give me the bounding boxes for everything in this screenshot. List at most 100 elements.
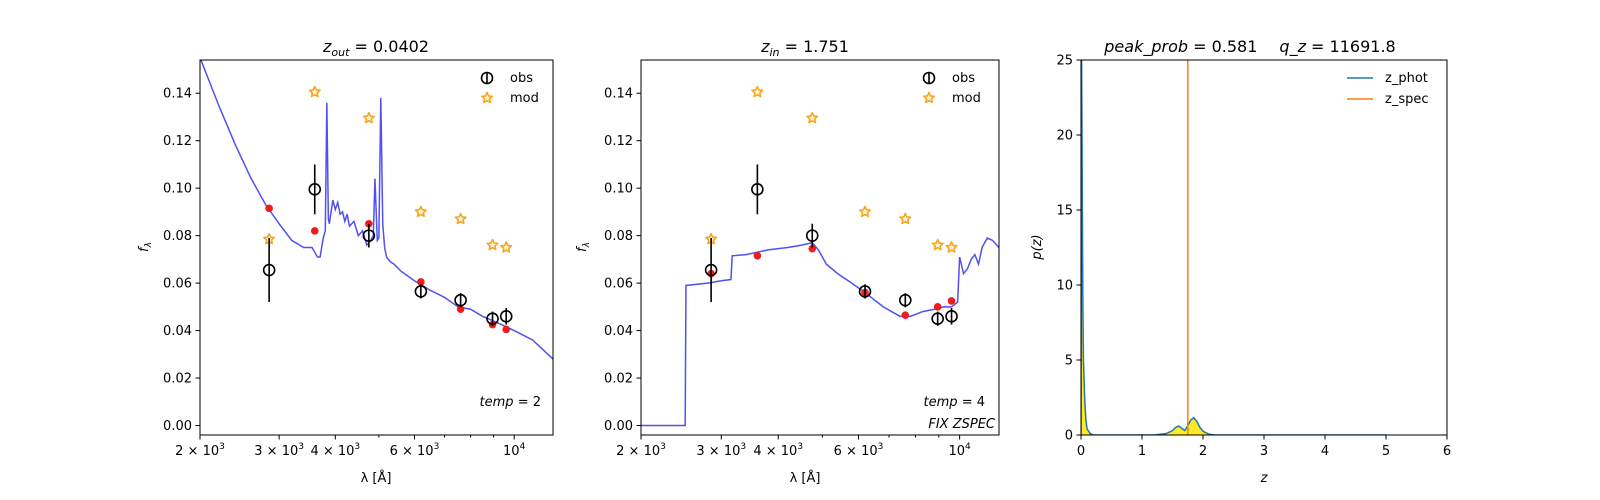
legend-obs-marker [922,71,936,85]
x-tick-label: 2 × 103 [616,442,666,459]
x-tick-label: 104 [503,442,526,459]
y-tick-label: 0.04 [163,324,192,339]
y-tick-label: 5 [1065,354,1073,369]
model-flux-point [753,252,762,260]
mod-point [858,205,872,218]
legend-obs-label: obs [510,71,533,86]
obs-point [945,308,958,325]
panel-1-legend: obs mod [480,71,539,106]
y-tick-label: 0.10 [163,182,192,197]
model-flux-point [808,244,817,253]
x-tick-label: 2 × 103 [175,442,225,459]
legend-mod-label: mod [952,91,981,106]
panel-2-axes-frame [640,59,1000,436]
panel-2: zin = 1.751 2 × 103 3 × 103 4 × 103 6 × 103… [575,37,1000,486]
mod-point [486,238,499,251]
mod-point [899,212,912,225]
panel-3: peak_prob = 0.581 q_z = 11691.8 0 1 2 3 4 5 6 0… [1030,37,1451,486]
x-tick-label: 3 × 103 [254,442,304,459]
mod-point [806,111,819,124]
y-tick-label: 0.08 [163,229,192,244]
mod-point [751,85,764,98]
y-tick-label: 0.12 [163,134,192,149]
panel-2-annotation: temp = 4 [924,395,985,410]
x-tick-label: 0 [1077,444,1085,459]
mod-point [931,238,944,251]
legend-mod-marker [480,91,494,104]
series-layer [200,60,553,360]
z-phot-line [1081,60,1386,435]
legend-mod-symbol [922,91,936,104]
obs-point [262,238,276,303]
legend-obs-symbol [480,71,494,85]
obs-point [362,223,376,248]
legend-obs-label: obs [952,71,975,86]
model-flux-point [265,204,273,213]
x-tick-label: 4 × 103 [310,442,360,459]
model-flux-point [456,305,465,314]
legend-obs-marker [480,71,494,85]
y-tick-label: 15 [1056,204,1073,219]
y-tick-label: 0.10 [604,182,633,197]
x-tick-label: 104 [948,442,971,459]
legend-obs-symbol [922,71,936,85]
obs-point [414,284,428,299]
panel-3-plot-area [1081,60,1386,435]
y-tick-label: 0 [1065,429,1073,444]
panel-3-y-label: p(z) [1030,234,1045,260]
series-layer [641,237,999,427]
panel-2-x-label: λ [Å] [790,470,821,486]
pdf-fill-area [1081,60,1386,435]
y-tick-label: 25 [1056,54,1073,69]
y-tick-label: 20 [1056,129,1073,144]
x-tick-label: 1 [1138,444,1146,459]
obs-point [454,293,467,308]
legend-z-spec-label: z_spec [1385,92,1429,107]
obs-point [499,308,513,325]
model-line [641,237,999,427]
obs-point [931,311,944,326]
mod-point [945,241,958,253]
panel-3-y-ticks: 0 5 10 15 20 25 [1056,54,1081,444]
legend-z-phot-label: z_phot [1385,71,1428,86]
panel-1-y-ticks: 0.00 0.02 0.04 0.06 0.08 0.10 0.12 0.14 [163,87,200,434]
panel-3-x-ticks: 0 1 2 3 4 5 6 [1077,435,1451,459]
panel-3-title: peak_prob = 0.581 q_z = 11691.8 [1103,37,1395,57]
panel-3-axes-frame [1080,59,1448,436]
panel-2-legend: obs mod [922,71,981,106]
y-tick-label: 10 [1056,279,1073,294]
panel-1-title: zout = 0.0402 [322,37,429,59]
legend-mod-symbol [480,91,494,104]
panel-2-x-ticks: 2 × 103 3 × 103 4 × 103 6 × 103 104 [616,435,971,459]
x-tick-label: 5 [1382,444,1390,459]
y-tick-label: 0.02 [604,372,633,387]
panel-2-annotation-fix-zspec: FIX ZSPEC [928,417,996,432]
y-tick-label: 0.14 [604,87,633,102]
model-flux-point [901,311,910,319]
y-tick-label: 0.14 [163,87,192,102]
y-tick-label: 0.00 [604,419,633,434]
obs-point [704,238,718,303]
y-tick-label: 0.00 [163,419,192,434]
panel-1: zout = 0.0402 2 × 103 3 × 103 4 × 103 6 × 1… [137,37,554,486]
model-flux-point [933,303,942,311]
series-layer [1081,60,1386,435]
y-tick-label: 0.12 [604,134,633,149]
panel-2-y-ticks: 0.00 0.02 0.04 0.06 0.08 0.10 0.12 0.14 [604,87,641,434]
x-tick-label: 6 × 103 [834,442,884,459]
x-tick-label: 4 [1321,444,1329,459]
panel-2-y-label: fλ [575,242,592,252]
panel-2-plot-area [641,85,999,427]
y-tick-label: 0.04 [604,324,633,339]
panel-1-plot-area [200,60,553,360]
legend-mod-label: mod [510,91,539,106]
obs-point [486,311,499,326]
x-tick-label: 6 × 103 [390,442,440,459]
obs-point [751,164,764,215]
panel-3-legend: z_phot z_spec [1347,71,1429,107]
y-tick-label: 0.02 [163,372,192,387]
y-tick-label: 0.06 [604,277,633,292]
mod-point [500,241,513,253]
model-flux-point [502,325,511,334]
